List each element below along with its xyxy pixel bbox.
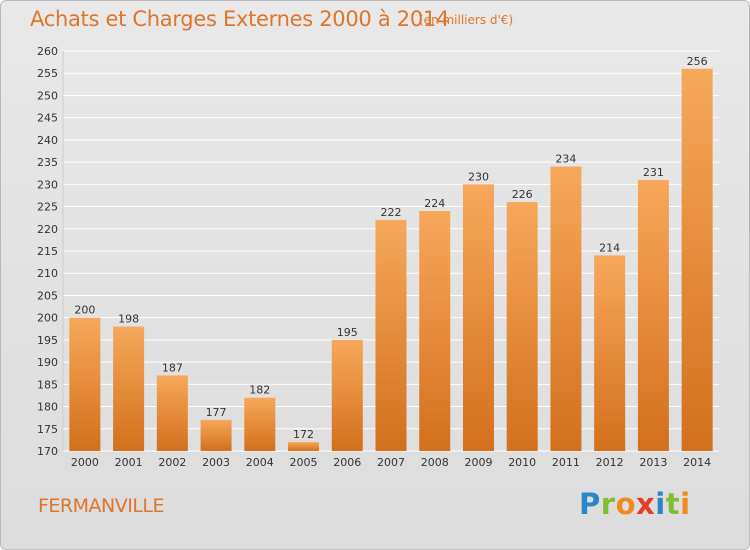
y-tick-label: 205 <box>37 289 58 302</box>
y-tick-label: 255 <box>37 67 58 80</box>
proxiti-logo: Proxiti <box>579 487 691 521</box>
x-tick-label: 2012 <box>596 456 624 469</box>
bar-2005 <box>288 442 320 451</box>
y-axis: 170 175 180 185 190 195 200 205 210 215 220 225 230 2… <box>37 45 58 458</box>
x-tick-label: 2013 <box>639 456 667 469</box>
y-tick-label: 185 <box>37 378 58 391</box>
y-tick-label: 220 <box>37 223 58 236</box>
logo-letter: x <box>636 487 656 521</box>
y-tick-label: 175 <box>37 423 58 436</box>
x-tick-label: 2009 <box>464 456 492 469</box>
bar-2002 <box>156 375 188 451</box>
y-tick-label: 170 <box>37 445 58 458</box>
data-label: 195 <box>337 326 358 339</box>
y-tick-label: 230 <box>37 178 58 191</box>
bars <box>69 68 713 452</box>
y-tick-label: 210 <box>37 267 58 280</box>
bar-2007 <box>375 219 407 451</box>
x-tick-label: 2003 <box>202 456 230 469</box>
x-tick-label: 2005 <box>290 456 318 469</box>
y-tick-label: 200 <box>37 312 58 325</box>
x-tick-label: 2007 <box>377 456 405 469</box>
logo-letter: r <box>600 487 616 521</box>
logo-letter: o <box>615 487 637 521</box>
x-tick-label: 2004 <box>246 456 274 469</box>
bar-2011 <box>550 166 582 452</box>
data-label: 222 <box>381 206 402 219</box>
y-tick-label: 180 <box>37 401 58 414</box>
chart-title: Achats et Charges Externes 2000 à 2014 <box>30 7 450 31</box>
x-tick-label: 2011 <box>552 456 580 469</box>
logo-letter: i <box>680 487 691 521</box>
x-tick-label: 2001 <box>115 456 143 469</box>
data-label: 198 <box>118 313 139 326</box>
y-tick-label: 250 <box>37 89 58 102</box>
bar-2001 <box>113 326 145 451</box>
bar-2013 <box>637 179 669 451</box>
unit-label: (en milliers d'€) <box>419 13 514 27</box>
place-name: FERMANVILLE <box>38 495 165 517</box>
x-tick-label: 2002 <box>158 456 186 469</box>
data-label: 231 <box>643 166 664 179</box>
data-label: 256 <box>687 55 708 68</box>
bar-2010 <box>506 202 538 451</box>
data-label: 230 <box>468 170 489 183</box>
x-tick-label: 2006 <box>333 456 361 469</box>
bar-2012 <box>594 255 626 451</box>
logo-letter: i <box>655 487 666 521</box>
data-label: 172 <box>293 428 314 441</box>
logo-letter: P <box>579 487 601 521</box>
data-label: 226 <box>512 188 533 201</box>
data-label: 224 <box>424 197 445 210</box>
y-tick-label: 260 <box>37 45 58 58</box>
y-tick-label: 225 <box>37 201 58 214</box>
bar-2009 <box>462 184 494 452</box>
bar-2014 <box>681 68 713 452</box>
data-label: 200 <box>74 304 95 317</box>
data-labels: 200 198 187 177 182 172 195 222 224 230 226 234 214 2… <box>74 55 707 441</box>
bar-2000 <box>69 317 101 451</box>
bar-2008 <box>419 211 451 451</box>
bar-2003 <box>200 419 232 451</box>
x-tick-label: 2000 <box>71 456 99 469</box>
logo-letter: t <box>665 487 681 521</box>
x-axis: 2000 2001 2002 2003 2004 2005 2006 2007 2008 2009… <box>71 456 711 469</box>
data-label: 182 <box>249 384 270 397</box>
x-tick-label: 2014 <box>683 456 711 469</box>
data-label: 187 <box>162 361 183 374</box>
bar-2006 <box>331 339 363 451</box>
data-label: 214 <box>599 241 620 254</box>
data-label: 177 <box>206 406 227 419</box>
x-tick-label: 2008 <box>421 456 449 469</box>
bar-2004 <box>244 397 276 451</box>
y-tick-label: 190 <box>37 356 58 369</box>
y-tick-label: 240 <box>37 134 58 147</box>
y-tick-label: 235 <box>37 156 58 169</box>
y-tick-label: 195 <box>37 334 58 347</box>
y-tick-label: 245 <box>37 112 58 125</box>
y-tick-label: 215 <box>37 245 58 258</box>
data-label: 234 <box>555 153 576 166</box>
x-tick-label: 2010 <box>508 456 536 469</box>
